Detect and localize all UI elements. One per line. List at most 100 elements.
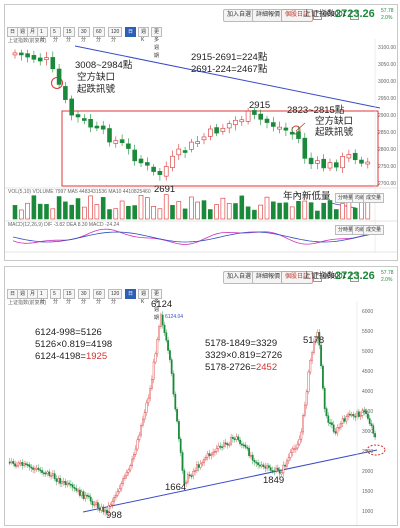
candle-body [308, 157, 314, 165]
candle-body [105, 509, 108, 513]
axis-tick-label: 6000 [362, 309, 374, 315]
volume-bar [321, 202, 327, 220]
candle-body [55, 478, 58, 482]
stock-log-button[interactable]: 個股日誌 [281, 9, 314, 22]
next-arrow-icon-2[interactable] [350, 273, 359, 282]
period-tab-9[interactable]: 日K [125, 27, 137, 43]
candle-body [208, 128, 213, 137]
period-tab-6[interactable]: 30分 [78, 27, 90, 43]
candle-body [28, 464, 31, 468]
annotation-gap2-text2: 起跌訊號 [315, 127, 354, 138]
add-watchlist-button-2[interactable]: 加入自選 [223, 271, 256, 284]
candle-body [283, 127, 289, 131]
candle-body [361, 410, 364, 416]
candle-body [239, 119, 245, 123]
candle-body [255, 461, 258, 464]
candle-body [170, 155, 175, 168]
downtrend-line [74, 45, 381, 109]
period2-tab-5[interactable]: 15分 [63, 289, 75, 305]
candle-body [278, 469, 281, 474]
candle-body [119, 139, 125, 144]
candle-body [158, 326, 160, 340]
period2-tab-8[interactable]: 120分 [108, 289, 123, 305]
candle-body [358, 411, 360, 417]
candle-body [304, 404, 306, 416]
candle-body [136, 439, 139, 450]
candle-body [189, 141, 194, 150]
candle-body [53, 473, 56, 480]
axis-tick-label: 2500 [362, 449, 374, 455]
candle-body [165, 332, 168, 341]
period2-tab-6[interactable]: 30分 [78, 289, 90, 305]
volume-bar [214, 204, 219, 220]
candle-body [298, 438, 301, 445]
candle-body [98, 507, 101, 511]
candle-body [258, 113, 263, 120]
period-tab-5[interactable]: 15分 [63, 27, 75, 43]
mini-tab-6[interactable]: 成交量 [363, 225, 385, 235]
candle-body [156, 339, 159, 355]
candle-body [57, 478, 60, 482]
candle-body [368, 418, 371, 424]
index-change-pct-2: 2.0% [381, 277, 393, 283]
period-tab-11[interactable]: 更多週期 [151, 27, 163, 59]
index-name-2: 上证指数 [303, 271, 335, 280]
annotation-2915: 2915 [249, 100, 271, 111]
mini-tab-3[interactable]: 成交量 [363, 193, 385, 203]
candle-body [183, 470, 186, 484]
prev-arrow-icon[interactable] [313, 11, 322, 20]
volume-bar [340, 203, 345, 220]
volume-bars-group [12, 194, 371, 220]
volume-bar [132, 205, 137, 220]
candle-body [170, 359, 173, 374]
period2-tab-9[interactable]: 日K [125, 289, 137, 305]
volume-bar [289, 206, 295, 220]
period-tab-3[interactable]: 1分 [37, 27, 48, 43]
volume-bar [308, 202, 314, 220]
annotation-2691: 2691 [154, 184, 176, 195]
axis-tick-label: 4000 [362, 389, 374, 395]
next-arrow-icon[interactable] [350, 11, 359, 20]
period-tab-8[interactable]: 120分 [108, 27, 123, 43]
candle-body [89, 496, 92, 502]
candle-body [77, 489, 80, 492]
period2-tab-10[interactable]: 週K [138, 289, 150, 305]
period2-tab-3[interactable]: 1分 [37, 289, 48, 305]
candle-body [59, 478, 62, 484]
candle-body [41, 470, 44, 473]
candle-body [25, 463, 27, 465]
period-tab-7[interactable]: 60分 [93, 27, 105, 43]
candle-body [75, 114, 81, 118]
period-tab-4[interactable]: 5分 [50, 27, 61, 43]
axis-tick-label: 3500 [362, 409, 374, 415]
support-test-ellipse [366, 444, 386, 456]
axis-tick-label: 2000 [362, 469, 374, 475]
consolidation-box [61, 110, 379, 187]
candle-body [367, 413, 369, 419]
candle-body [217, 445, 220, 449]
volume-bar [220, 197, 226, 220]
candle-body [332, 424, 335, 432]
period2-tab-11[interactable]: 更多週期 [151, 289, 163, 321]
period2-tab-7[interactable]: 60分 [93, 289, 105, 305]
candle-body [269, 467, 272, 471]
candle-body [336, 427, 339, 434]
annotation-calc1: 2915-2691=224點 [191, 52, 268, 63]
stock-log-button-2[interactable]: 個股日誌 [281, 271, 314, 284]
candle-body [213, 451, 216, 453]
candle-body [129, 465, 132, 471]
candle-body [30, 466, 33, 469]
candle-body [286, 460, 288, 467]
period2-tab-4[interactable]: 5分 [50, 289, 61, 305]
candle-body [138, 434, 141, 441]
candle-body [271, 470, 274, 472]
calc-b1: 5178-1849=3329 [205, 338, 278, 349]
toolbar: 加入自選 詳細報價 個股日誌 000001 上证指数 2723.26 57.78… [5, 5, 397, 25]
prev-arrow-icon-2[interactable] [313, 273, 322, 282]
annotation-gap2-value: 2823~2815點 [287, 105, 345, 116]
candle-body [151, 166, 156, 172]
volume-bar [182, 208, 188, 220]
candle-body [75, 488, 78, 491]
period-tab-10[interactable]: 週K [138, 27, 150, 43]
candle-body [350, 414, 353, 416]
